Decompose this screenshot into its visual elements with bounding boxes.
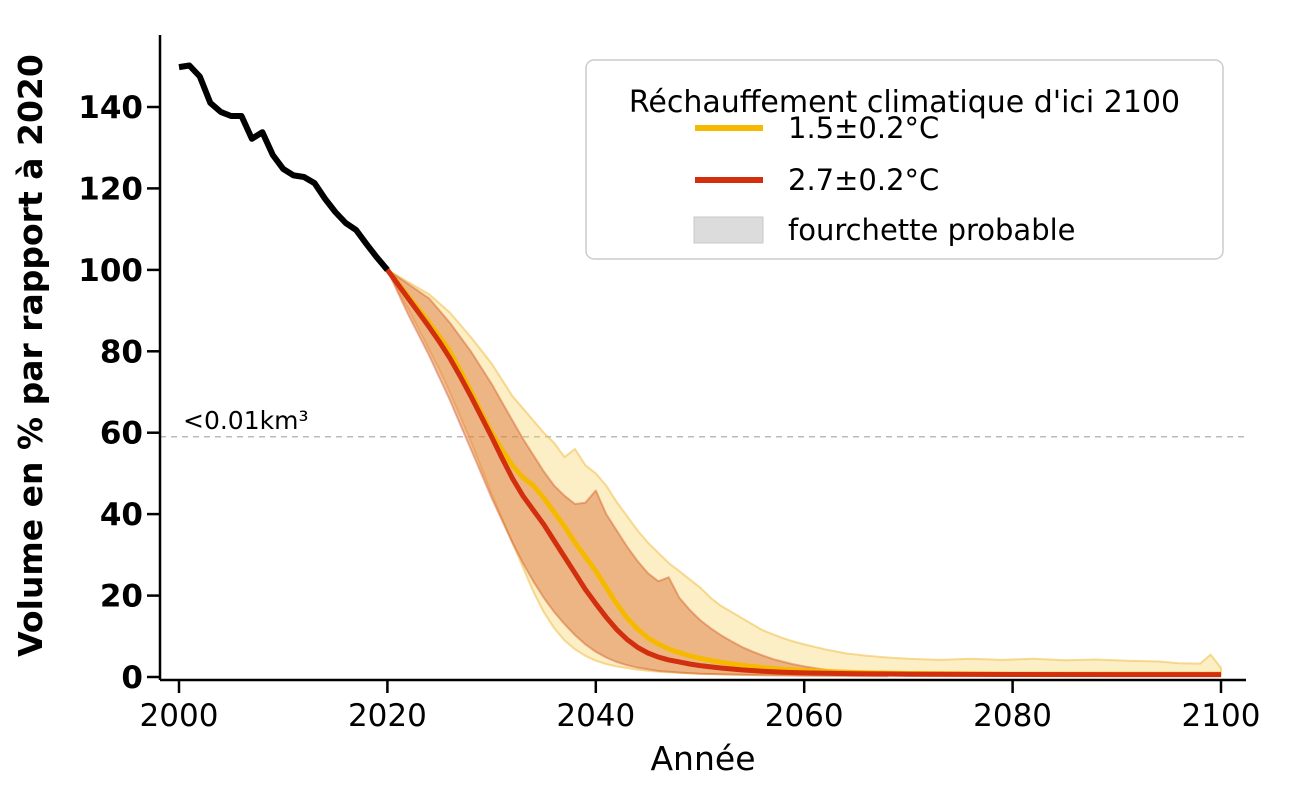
y-tick-label: 100 xyxy=(78,253,143,289)
y-tick-label: 120 xyxy=(78,171,143,207)
legend: Réchauffement climatique d'ici 2100 1.5±… xyxy=(585,59,1224,260)
threshold-annotation: <0.01km³ xyxy=(183,406,308,435)
y-tick-label: 0 xyxy=(121,660,143,696)
x-ticks: 2000 2020 2040 2060 2080 2100 xyxy=(140,680,1261,734)
y-tick-label: 20 xyxy=(100,579,143,615)
series-scenario_2_7 xyxy=(385,268,1221,678)
x-tick-label: 2000 xyxy=(140,698,219,734)
legend-patch-swatch xyxy=(693,216,764,244)
legend-box xyxy=(585,59,1224,260)
y-tick-label: 80 xyxy=(100,334,143,370)
x-tick-label: 2080 xyxy=(973,698,1052,734)
legend-label-1-5: 1.5±0.2°C xyxy=(788,111,939,145)
y-axis-label: Volume en % par rapport à 2020 xyxy=(11,54,50,657)
legend-label-2-7: 2.7±0.2°C xyxy=(788,163,939,197)
series-past xyxy=(178,62,390,272)
x-tick-label: 2020 xyxy=(348,698,427,734)
data-lines xyxy=(178,62,1221,678)
y-tick-label: 40 xyxy=(100,497,143,533)
y-tick-label: 140 xyxy=(78,90,143,126)
legend-label-fourchette: fourchette probable xyxy=(788,213,1076,247)
x-tick-label: 2060 xyxy=(765,698,844,734)
x-axis-label: Année xyxy=(650,739,755,778)
x-tick-label: 2040 xyxy=(556,698,635,734)
y-ticks: 0 20 40 60 80 100 120 140 xyxy=(78,90,160,696)
x-tick-label: 2100 xyxy=(1182,698,1261,734)
legend-title: Réchauffement climatique d'ici 2100 xyxy=(629,85,1180,120)
y-tick-label: 60 xyxy=(100,416,143,452)
axes xyxy=(158,35,1246,682)
